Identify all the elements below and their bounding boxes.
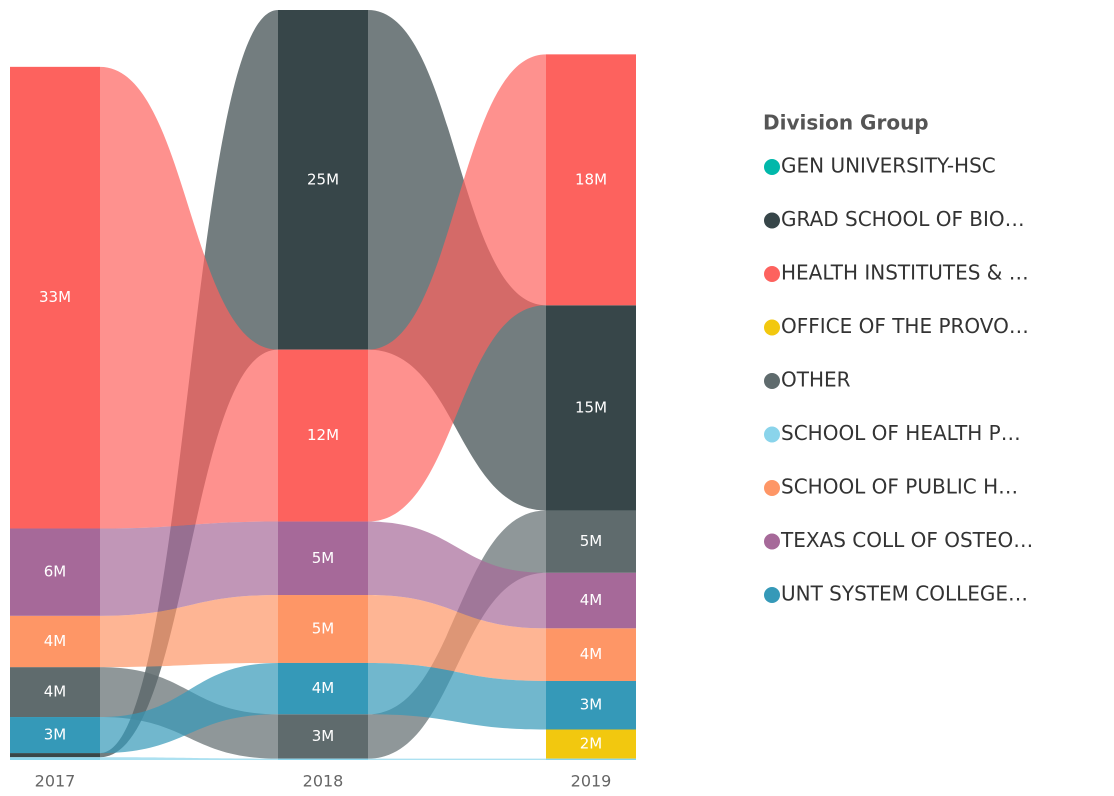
ribbon	[368, 758, 546, 760]
segment-label: 5M	[312, 549, 335, 567]
legend-marker	[764, 480, 780, 496]
segment	[10, 757, 100, 760]
segment-label: 3M	[44, 726, 67, 744]
ribbon	[100, 662, 278, 754]
segment-label: 3M	[580, 696, 603, 714]
x-tick-label: 2017	[35, 772, 76, 791]
legend-entry: TEXAS COLL OF OSTEO…	[780, 528, 1033, 552]
legend-entry: OTHER	[781, 368, 851, 392]
segment-label: 33M	[39, 288, 71, 306]
legend-title: Division Group	[763, 111, 929, 135]
segment-label: 3M	[312, 727, 335, 745]
legend-entry: GRAD SCHOOL OF BIO…	[781, 207, 1025, 231]
x-tick-label: 2018	[303, 772, 344, 791]
segment	[546, 628, 636, 681]
segment-label: 25M	[307, 170, 339, 188]
ribbon	[100, 66, 278, 529]
ribbons	[100, 10, 546, 760]
legend-marker	[764, 587, 780, 603]
ribbon	[100, 521, 278, 616]
segment-label: 18M	[575, 170, 607, 188]
segment-label: 15M	[575, 398, 607, 416]
legend-entry: OFFICE OF THE PROVO…	[781, 314, 1029, 338]
segment-label: 12M	[307, 426, 339, 444]
segment	[546, 758, 636, 760]
ribbon	[368, 54, 546, 522]
segment-label: 4M	[44, 632, 67, 650]
ribbon	[100, 757, 278, 760]
segment	[546, 305, 636, 511]
legend-marker	[764, 426, 780, 443]
ribbon	[100, 595, 278, 668]
segment	[10, 66, 100, 529]
segment-label: 6M	[44, 563, 67, 581]
segment	[278, 521, 368, 596]
segment-label: 4M	[312, 679, 335, 697]
segment	[10, 667, 100, 718]
segment	[546, 54, 636, 306]
segment	[546, 729, 636, 759]
segment	[10, 615, 100, 668]
segment-label: 5M	[312, 619, 335, 637]
legend-marker	[764, 159, 780, 175]
segment	[10, 753, 100, 758]
segment	[10, 717, 100, 754]
ribbon	[368, 521, 546, 629]
segment	[278, 10, 368, 350]
legend-marker	[764, 319, 780, 336]
segment-label: 4M	[580, 645, 603, 663]
legend-marker	[764, 212, 780, 229]
segment-label: 4M	[44, 683, 67, 701]
segment	[278, 714, 368, 759]
segment	[278, 662, 368, 715]
segment	[546, 510, 636, 573]
segment	[278, 758, 368, 760]
segment	[278, 349, 368, 522]
ribbon	[368, 662, 546, 730]
segment-label: 2M	[580, 735, 603, 753]
segment	[10, 528, 100, 616]
legend-entry: GEN UNIVERSITY-HSC	[781, 154, 996, 178]
legend-entry: HEALTH INSTITUTES & …	[781, 261, 1029, 285]
legend-entry: SCHOOL OF PUBLIC H…	[781, 475, 1018, 499]
segments: 33M 4M 4M 6M 3M 25M 12M 3M 5M 5M 4M 15M 18M 2M 5M 4M 4M 3…	[10, 10, 636, 760]
segment-label: 5M	[580, 532, 603, 550]
legend-entry: SCHOOL OF HEALTH P…	[781, 421, 1021, 445]
legend-marker	[764, 533, 780, 550]
segment	[546, 680, 636, 730]
segment	[546, 572, 636, 629]
segment	[278, 595, 368, 663]
legend-entry: UNT SYSTEM COLLEGE…	[781, 582, 1028, 606]
legend-marker	[764, 266, 780, 282]
segment-label: 4M	[580, 591, 603, 609]
ribbon	[368, 595, 546, 681]
x-tick-label: 2019	[571, 772, 612, 791]
legend-marker	[764, 373, 780, 389]
